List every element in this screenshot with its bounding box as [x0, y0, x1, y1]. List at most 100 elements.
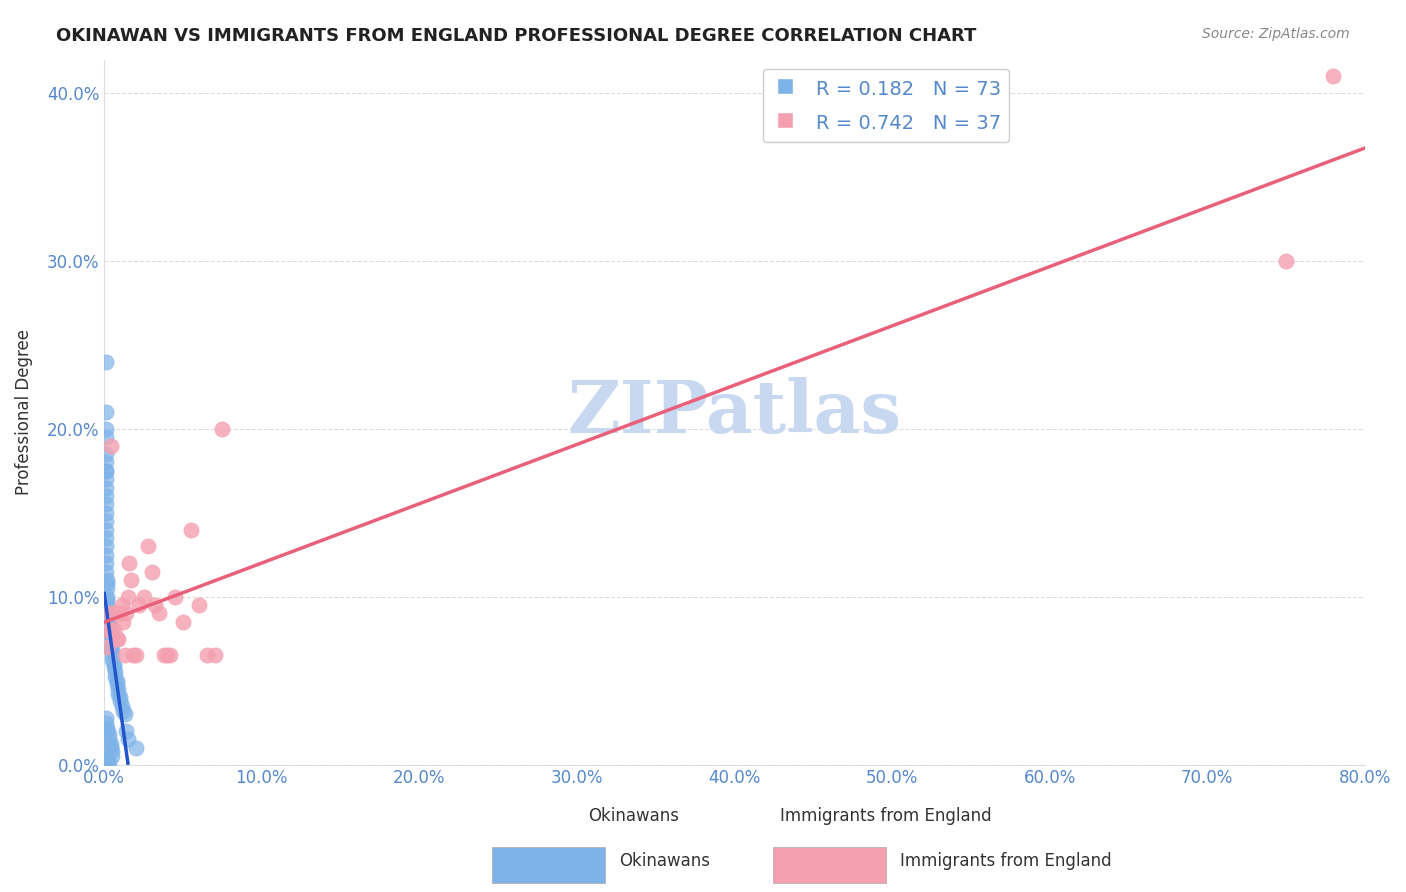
Text: ZIPatlas: ZIPatlas — [568, 376, 901, 448]
Point — [96, 754, 118, 768]
Point — [1275, 254, 1298, 268]
Point — [118, 556, 141, 570]
Point — [94, 565, 117, 579]
Point — [94, 422, 117, 436]
Point — [94, 464, 117, 478]
Legend: R = 0.182   N = 73, R = 0.742   N = 37: R = 0.182 N = 73, R = 0.742 N = 37 — [763, 70, 1008, 142]
Point — [110, 698, 132, 713]
Text: Okinawans: Okinawans — [588, 807, 679, 825]
Point — [94, 523, 117, 537]
Point — [141, 565, 163, 579]
Point — [94, 514, 117, 528]
Point — [172, 615, 194, 629]
Point — [114, 707, 136, 722]
Point — [96, 607, 118, 621]
Text: Source: ZipAtlas.com: Source: ZipAtlas.com — [1202, 27, 1350, 41]
Point — [100, 740, 122, 755]
Point — [112, 704, 135, 718]
Point — [94, 710, 117, 724]
Point — [100, 439, 122, 453]
Point — [101, 653, 124, 667]
Point — [103, 624, 125, 638]
Point — [101, 648, 124, 663]
Point — [153, 648, 176, 663]
Point — [96, 721, 118, 735]
Point — [143, 598, 166, 612]
Point — [94, 497, 117, 511]
Point — [115, 607, 138, 621]
Text: Okinawans: Okinawans — [619, 852, 710, 870]
Point — [98, 732, 121, 747]
Point — [180, 523, 202, 537]
Point — [94, 472, 117, 486]
Point — [96, 723, 118, 738]
Point — [148, 607, 170, 621]
Point — [98, 624, 121, 638]
Point — [96, 756, 118, 770]
Point — [96, 640, 118, 654]
Point — [120, 573, 142, 587]
Point — [94, 756, 117, 770]
Point — [96, 598, 118, 612]
Point — [94, 506, 117, 520]
Point — [98, 607, 121, 621]
Point — [115, 723, 138, 738]
Point — [159, 648, 181, 663]
Point — [104, 607, 127, 621]
Text: OKINAWAN VS IMMIGRANTS FROM ENGLAND PROFESSIONAL DEGREE CORRELATION CHART: OKINAWAN VS IMMIGRANTS FROM ENGLAND PROF… — [56, 27, 977, 45]
Point — [104, 665, 127, 680]
Point — [165, 590, 187, 604]
Point — [117, 590, 139, 604]
Point — [101, 643, 124, 657]
Point — [94, 489, 117, 503]
Point — [94, 455, 117, 469]
Point — [112, 615, 135, 629]
Point — [132, 590, 155, 604]
Point — [103, 657, 125, 671]
Point — [100, 640, 122, 654]
Point — [94, 405, 117, 419]
Point — [105, 673, 128, 688]
Point — [98, 610, 121, 624]
Point — [108, 694, 131, 708]
Point — [98, 620, 121, 634]
Point — [103, 660, 125, 674]
Point — [96, 576, 118, 591]
Point — [156, 648, 179, 663]
Text: Immigrants from England: Immigrants from England — [780, 807, 991, 825]
Point — [100, 632, 122, 646]
Point — [110, 598, 132, 612]
Point — [94, 355, 117, 369]
Point — [104, 670, 127, 684]
Point — [117, 732, 139, 747]
Point — [94, 447, 117, 461]
Point — [94, 715, 117, 730]
Point — [105, 677, 128, 691]
Point — [128, 598, 150, 612]
Point — [96, 593, 118, 607]
Y-axis label: Professional Degree: Professional Degree — [15, 329, 32, 495]
Point — [98, 756, 121, 770]
Point — [100, 738, 122, 752]
Point — [114, 648, 136, 663]
Point — [98, 615, 121, 629]
Point — [94, 464, 117, 478]
Point — [138, 539, 160, 553]
Point — [195, 648, 218, 663]
Point — [211, 422, 233, 436]
Point — [100, 626, 122, 640]
Point — [107, 681, 129, 696]
Point — [94, 548, 117, 562]
Point — [98, 727, 121, 741]
Point — [101, 744, 124, 758]
Point — [101, 749, 124, 764]
Point — [94, 531, 117, 545]
Point — [94, 754, 117, 768]
Point — [94, 539, 117, 553]
Point — [125, 740, 148, 755]
Point — [94, 481, 117, 495]
Point — [96, 573, 118, 587]
Point — [101, 624, 124, 638]
Point — [125, 648, 148, 663]
Text: Immigrants from England: Immigrants from England — [900, 852, 1112, 870]
